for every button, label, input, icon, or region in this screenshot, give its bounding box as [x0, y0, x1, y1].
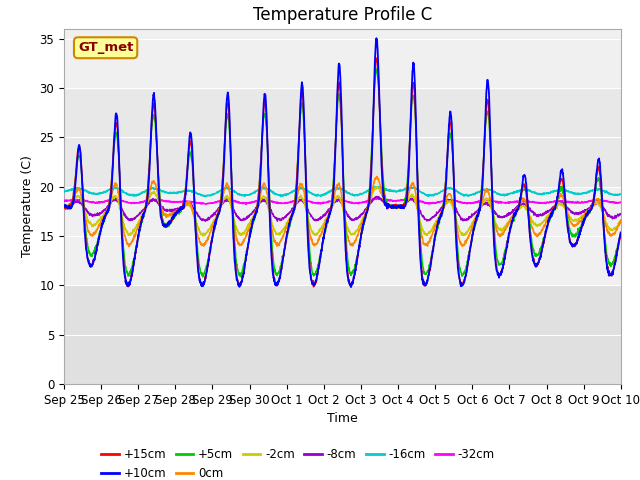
-8cm — [373, 193, 381, 199]
0cm — [602, 220, 609, 226]
-8cm — [331, 199, 339, 204]
+15cm — [347, 285, 355, 290]
0cm — [331, 189, 339, 195]
0cm — [617, 217, 625, 223]
-2cm — [331, 196, 339, 202]
+5cm — [602, 240, 609, 245]
-16cm — [371, 184, 378, 190]
-2cm — [199, 233, 207, 239]
X-axis label: Time: Time — [327, 412, 358, 425]
Bar — [64, 285, 621, 384]
Bar — [64, 187, 621, 285]
-2cm — [617, 217, 625, 223]
0cm — [88, 233, 96, 239]
Title: Temperature Profile C: Temperature Profile C — [253, 6, 432, 24]
-2cm — [88, 222, 96, 228]
-16cm — [88, 191, 96, 196]
-2cm — [316, 226, 324, 231]
+10cm — [331, 158, 339, 164]
-32cm — [617, 200, 625, 205]
Legend: +15cm, +10cm, +5cm, 0cm, -2cm, -8cm, -16cm, -32cm: +15cm, +10cm, +5cm, 0cm, -2cm, -8cm, -16… — [97, 444, 499, 480]
-32cm — [316, 200, 324, 206]
0cm — [60, 204, 68, 210]
+15cm — [316, 256, 324, 262]
-8cm — [617, 211, 625, 217]
-32cm — [88, 199, 96, 205]
+15cm — [60, 204, 68, 210]
+10cm — [316, 254, 324, 260]
-8cm — [88, 214, 96, 219]
-16cm — [316, 193, 324, 199]
0cm — [373, 174, 381, 180]
+15cm — [601, 242, 609, 248]
+10cm — [601, 244, 609, 250]
-8cm — [601, 207, 609, 213]
+5cm — [199, 274, 207, 280]
+10cm — [617, 230, 625, 236]
-32cm — [243, 201, 250, 207]
-8cm — [60, 204, 68, 210]
-16cm — [601, 190, 609, 195]
0cm — [499, 232, 507, 238]
-8cm — [499, 215, 507, 220]
+5cm — [88, 250, 96, 256]
Line: +15cm: +15cm — [64, 58, 621, 288]
-2cm — [601, 215, 609, 221]
Y-axis label: Temperature (C): Temperature (C) — [21, 156, 34, 257]
Line: 0cm: 0cm — [64, 177, 621, 247]
-8cm — [202, 218, 209, 224]
-16cm — [499, 191, 507, 197]
-32cm — [601, 198, 609, 204]
+5cm — [617, 231, 625, 237]
Line: -2cm: -2cm — [64, 187, 621, 236]
-32cm — [602, 198, 609, 204]
+15cm — [499, 264, 507, 270]
+5cm — [316, 251, 324, 256]
+10cm — [372, 36, 380, 41]
0cm — [125, 244, 132, 250]
+5cm — [601, 235, 609, 241]
+5cm — [60, 204, 68, 210]
+5cm — [372, 66, 380, 72]
+10cm — [602, 249, 609, 254]
Text: GT_met: GT_met — [78, 41, 133, 54]
+10cm — [499, 265, 507, 271]
-16cm — [617, 191, 625, 197]
Line: -16cm: -16cm — [64, 187, 621, 196]
+15cm — [331, 159, 339, 165]
-2cm — [372, 184, 380, 190]
+15cm — [602, 248, 609, 253]
+10cm — [60, 203, 68, 209]
+15cm — [617, 229, 625, 235]
-2cm — [499, 227, 507, 233]
-16cm — [60, 188, 68, 194]
-16cm — [331, 186, 339, 192]
Bar — [64, 29, 621, 88]
-16cm — [277, 193, 285, 199]
+15cm — [372, 55, 380, 61]
+15cm — [88, 262, 96, 268]
-8cm — [316, 215, 324, 220]
Line: +10cm: +10cm — [64, 38, 621, 287]
Line: +5cm: +5cm — [64, 69, 621, 277]
-8cm — [602, 208, 609, 214]
-32cm — [499, 200, 507, 205]
-16cm — [602, 189, 609, 195]
+5cm — [499, 257, 507, 263]
Line: -8cm: -8cm — [64, 196, 621, 221]
Bar — [64, 88, 621, 187]
-32cm — [60, 198, 68, 204]
-2cm — [60, 204, 68, 209]
0cm — [601, 220, 609, 226]
Line: -32cm: -32cm — [64, 198, 621, 204]
-32cm — [372, 195, 380, 201]
+10cm — [88, 262, 96, 267]
+10cm — [236, 284, 243, 290]
-2cm — [602, 216, 609, 222]
0cm — [316, 233, 324, 239]
+5cm — [331, 151, 339, 156]
-32cm — [331, 197, 339, 203]
